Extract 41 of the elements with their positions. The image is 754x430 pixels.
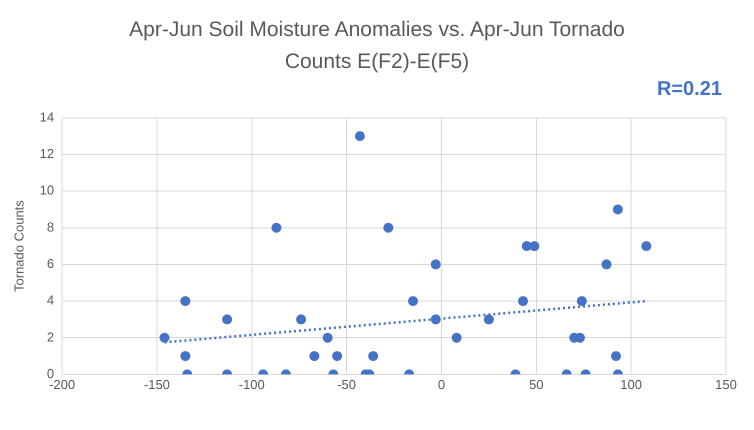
x-tick-label: 50 — [529, 376, 544, 392]
point — [430, 314, 441, 324]
point — [518, 296, 528, 306]
point — [180, 351, 190, 362]
point — [529, 241, 540, 252]
point — [484, 314, 494, 324]
point — [322, 332, 333, 343]
point — [601, 259, 612, 270]
point — [159, 332, 170, 343]
y-axis-title: Tornado Counts — [11, 200, 26, 292]
x-tick-label: 0 — [438, 376, 446, 392]
y-tick-label: 10 — [40, 182, 54, 198]
point — [641, 241, 652, 252]
x-tick-label: 150 — [715, 376, 737, 392]
x-tick-label: -100 — [238, 376, 265, 392]
point — [180, 296, 190, 306]
y-tick-label: 14 — [40, 109, 54, 124]
point — [452, 332, 462, 343]
point — [610, 351, 621, 362]
point — [271, 222, 282, 233]
y-tick-label: 2 — [46, 329, 54, 344]
y-tick-label: 12 — [40, 146, 54, 162]
y-tick-label: 8 — [46, 219, 54, 234]
point — [296, 314, 306, 324]
point — [576, 296, 587, 306]
chart-title: Apr-Jun Soil Moisture Anomalies vs. Apr-Jun Tornado Counts E(F2)-E(F5) — [128, 17, 626, 75]
point — [383, 222, 394, 233]
y-tick-label: 6 — [46, 256, 54, 272]
point — [332, 351, 342, 362]
point — [354, 131, 365, 142]
x-tick-label: -50 — [337, 376, 356, 392]
point — [309, 351, 320, 362]
point — [222, 314, 232, 324]
point — [430, 259, 441, 270]
y-tick-label: 4 — [46, 292, 54, 308]
x-tick-label: 100 — [620, 376, 642, 392]
text: R=0.21 — [656, 78, 722, 102]
point — [408, 296, 418, 306]
point — [612, 204, 623, 214]
x-tick-label: -150 — [144, 376, 170, 392]
point — [368, 351, 378, 362]
